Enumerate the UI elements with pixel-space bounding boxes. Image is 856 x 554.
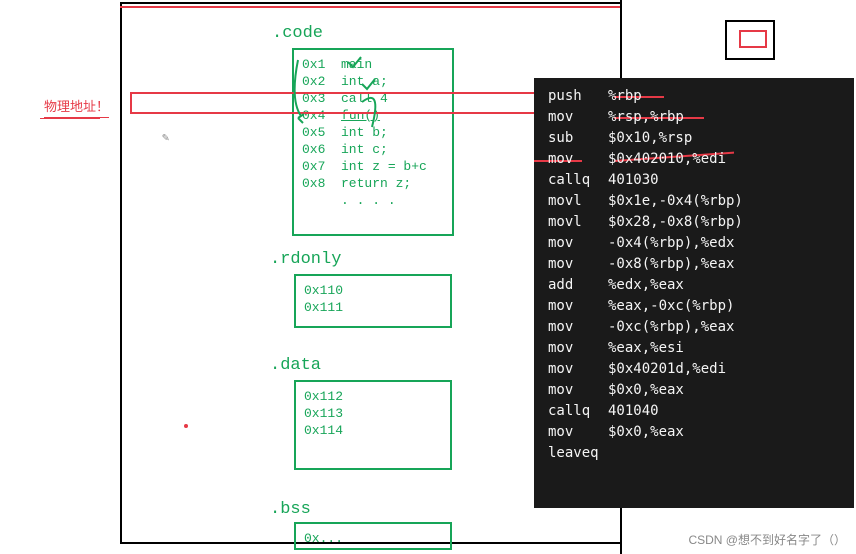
- asm-row: mov$0x0,%eax: [548, 422, 840, 443]
- assembly-panel: push%rbpmov%rsp,%rbpsub$0x10,%rspmov$0x4…: [534, 78, 854, 508]
- asm-row: movl$0x28,-0x8(%rbp): [548, 212, 840, 233]
- asm-row: mov%rsp,%rbp: [548, 107, 840, 128]
- segment-line: 0x...: [304, 530, 442, 547]
- segment-line: 0x113: [304, 405, 442, 422]
- asm-row: sub$0x10,%rsp: [548, 128, 840, 149]
- minimap-icon: [725, 20, 775, 60]
- highlight-rect: [130, 92, 550, 114]
- rdonly-segment-box: 0x1100x111: [294, 274, 452, 328]
- asm-row: mov-0x8(%rbp),%eax: [548, 254, 840, 275]
- segment-line: 0x111: [304, 299, 442, 316]
- code-line: 0x8 return z;: [302, 175, 444, 192]
- code-line: . . . .: [302, 192, 444, 209]
- segment-line: 0x112: [304, 388, 442, 405]
- code-line: 0x2 int a;: [302, 73, 444, 90]
- code-line: 0x6 int c;: [302, 141, 444, 158]
- physical-address-label: 物理地址！: [44, 96, 109, 118]
- asm-row: mov$0x0,%eax: [548, 380, 840, 401]
- code-section-title: .code: [272, 24, 323, 43]
- asm-row: mov$0x40201d,%edi: [548, 359, 840, 380]
- code-line: 0x1 main: [302, 56, 444, 73]
- data-segment-box: 0x1120x1130x114: [294, 380, 452, 470]
- asm-row: movl$0x1e,-0x4(%rbp): [548, 191, 840, 212]
- data-section-title: .data: [270, 356, 321, 375]
- rdonly-section-title: .rdonly: [270, 250, 341, 269]
- asm-row: mov%eax,%esi: [548, 338, 840, 359]
- segment-line: 0x110: [304, 282, 442, 299]
- asm-row: callq401040: [548, 401, 840, 422]
- asm-row: mov-0xc(%rbp),%eax: [548, 317, 840, 338]
- pencil-icon: ✎: [162, 130, 174, 142]
- code-line: 0x7 int z = b+c: [302, 158, 444, 175]
- asm-row: mov-0x4(%rbp),%edx: [548, 233, 840, 254]
- bss-section-title: .bss: [270, 500, 311, 519]
- code-line: 0x5 int b;: [302, 124, 444, 141]
- watermark-text: CSDN @想不到好名字了（）: [688, 531, 846, 548]
- segment-line: 0x114: [304, 422, 442, 439]
- bss-segment-box: 0x...: [294, 522, 452, 550]
- asm-row: add%edx,%eax: [548, 275, 840, 296]
- code-segment-box: 0x1 main0x2 int a;0x3 call 40x4 fun()0x5…: [292, 48, 454, 236]
- asm-row: leaveq: [548, 443, 840, 464]
- asm-row: push%rbp: [548, 86, 840, 107]
- top-red-annotation: [120, 6, 620, 8]
- asm-row: mov%eax,-0xc(%rbp): [548, 296, 840, 317]
- red-dot: [184, 424, 188, 428]
- asm-row: mov$0x402010,%edi: [548, 149, 840, 170]
- physical-address-underline: [40, 118, 100, 119]
- asm-row: callq401030: [548, 170, 840, 191]
